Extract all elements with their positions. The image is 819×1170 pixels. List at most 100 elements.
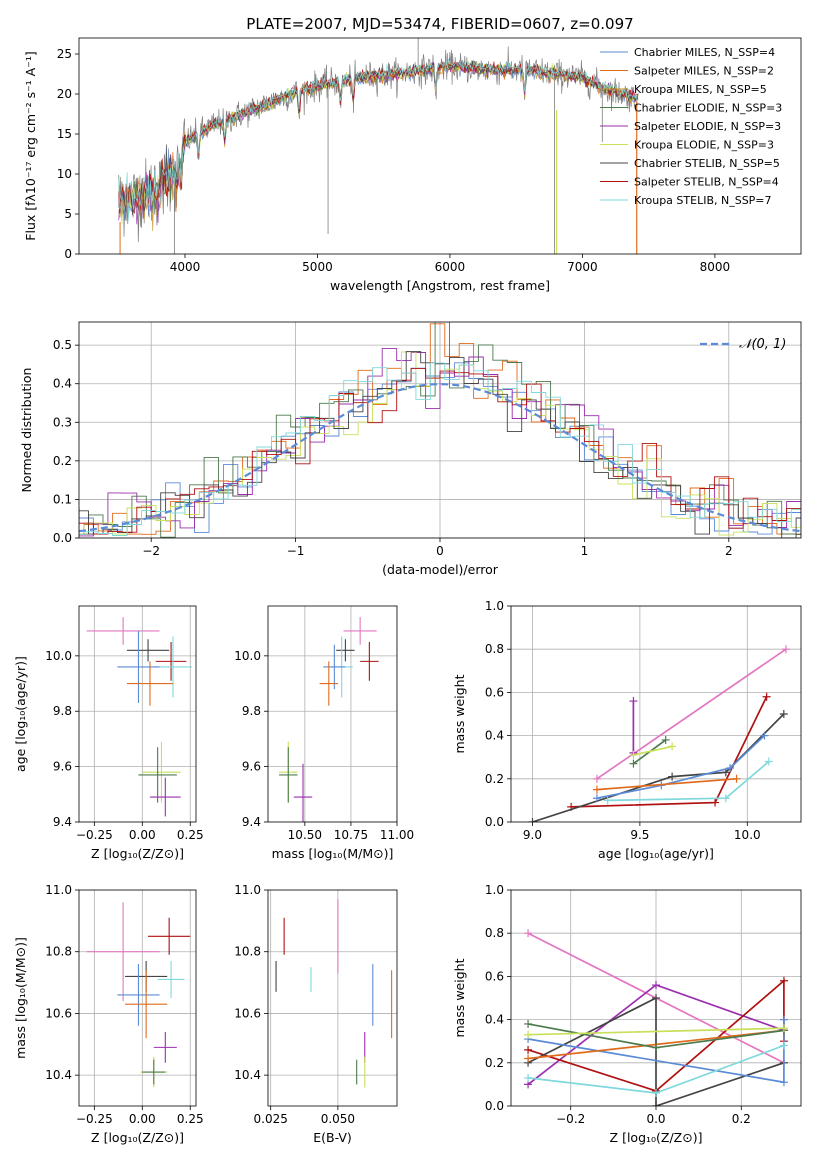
y-tick-label: 10.4: [45, 1068, 72, 1082]
x-tick-label: 1: [581, 544, 589, 558]
weight-marker: [592, 794, 601, 803]
weight-line: [596, 734, 766, 800]
y-tick-label: 10.6: [234, 1006, 261, 1020]
y-tick-label: 9.6: [242, 760, 261, 774]
weight-marker: [524, 1054, 533, 1063]
model-spectrum-kroupa-stelib: [118, 58, 639, 221]
x-tick-label: −0.25: [76, 828, 113, 842]
y-tick-label: 10.6: [45, 1006, 72, 1020]
panel-mass_vs_Z: −0.25 0.00 0.25 10.4 10.6 10.8 11.0 Z [log₁₀(Z/…: [13, 883, 204, 1145]
y-axis-label: age [log₁₀(age/yr)]: [13, 656, 28, 772]
y-tick-label: 0.4: [53, 377, 72, 391]
weight-marker: [524, 1073, 533, 1082]
y-tick-label: 0.8: [485, 926, 504, 940]
y-tick-label: 9.4: [53, 815, 72, 829]
x-tick-label: 9.0: [523, 828, 542, 842]
legend-entry: Chabrier STELIB, N_SSP=5: [634, 157, 780, 170]
x-tick-label: 0.00: [129, 1112, 156, 1126]
weight-marker: [652, 1089, 660, 1098]
x-tick-label: 10.75: [334, 828, 368, 842]
x-tick-label: 10.0: [734, 828, 761, 842]
x-tick-label: 0.050: [321, 1112, 355, 1126]
panel-spectrum: 4000 5000 6000 7000 8000 0 5 10 15 20 25 wavelength…: [23, 15, 802, 293]
x-tick-label: 0.2: [732, 1112, 751, 1126]
plot-area: [79, 606, 196, 822]
y-tick-label: 0.8: [485, 642, 504, 656]
weight-marker: [524, 1030, 533, 1039]
x-axis-label: wavelength [Angstrom, rest frame]: [330, 278, 550, 293]
x-tick-label: 2: [725, 544, 733, 558]
x-tick-label: −0.25: [76, 1112, 113, 1126]
y-tick-label: 11.0: [234, 883, 261, 897]
weight-marker: [524, 1019, 533, 1028]
x-tick-label: −2: [142, 544, 160, 558]
x-tick-label: 0.0: [646, 1112, 665, 1126]
x-tick-label: 11.00: [380, 828, 414, 842]
y-tick-label: 0.4: [485, 729, 504, 743]
x-axis-label: (data-model)/error: [382, 562, 499, 577]
plot-area: [268, 606, 397, 822]
legend-entry: Chabrier ELODIE, N_SSP=3: [634, 102, 782, 115]
y-tick-label: 0.4: [485, 1013, 504, 1027]
y-tick-label: 0.6: [485, 685, 504, 699]
y-tick-label: 15: [57, 127, 72, 141]
axes-frame: [78, 605, 197, 823]
weight-marker: [661, 735, 670, 744]
weight-line: [596, 648, 787, 780]
axes-frame: [267, 889, 398, 1107]
y-tick-label: 0.2: [53, 454, 72, 468]
x-axis-label: mass [log₁₀(M/M⊙)]: [272, 846, 394, 861]
y-tick-label: 1.0: [485, 599, 504, 613]
axes-frame: [267, 605, 398, 823]
histogram-kroupa-elodie: [79, 351, 801, 536]
y-tick-label: 5: [64, 207, 72, 221]
histogram-salpeter-stelib: [79, 367, 801, 535]
weight-line: [596, 777, 737, 791]
y-tick-label: 9.8: [53, 704, 72, 718]
weight-marker: [726, 764, 735, 772]
weight-marker: [779, 1078, 788, 1087]
panel-weight_vs_Z: −0.2 0.0 0.2 0.0 0.2 0.4 0.6 0.8 1.0 Z [log₁₀(Z/Z…: [452, 883, 802, 1145]
y-tick-label: 0.1: [53, 492, 72, 506]
legend-entry: Salpeter STELIB, N_SSP=4: [634, 176, 779, 189]
plot-area: [79, 890, 196, 1106]
weight-marker: [721, 794, 730, 803]
weight-line: [607, 760, 770, 802]
weight-marker: [781, 645, 790, 654]
histogram-kroupa-stelib: [79, 362, 801, 536]
panel-mass_vs_ebv: 0.025 0.050 10.4 10.6 10.8 11.0 E(B-V): [234, 883, 398, 1145]
y-tick-label: 11.0: [45, 883, 72, 897]
legend: Chabrier MILES, N_SSP=4 Salpeter MILES, N…: [600, 46, 782, 207]
x-tick-label: 5000: [302, 260, 333, 274]
x-tick-label: 7000: [567, 260, 598, 274]
y-tick-label: 0.5: [53, 338, 72, 352]
plot-area: [79, 322, 801, 538]
x-tick-label: 0.25: [177, 828, 204, 842]
weight-marker: [779, 1041, 788, 1050]
weight-marker: [711, 798, 720, 807]
weight-marker: [779, 976, 788, 985]
weight-marker: [603, 796, 612, 805]
plot-area: [511, 890, 801, 1106]
x-tick-label: 8000: [700, 260, 731, 274]
weight-marker: [779, 1024, 788, 1033]
histogram-chabrier-stelib: [79, 351, 801, 538]
y-tick-label: 9.8: [242, 704, 261, 718]
y-axis-label: Flux [fλ10⁻¹⁷ erg cm⁻² s⁻¹ A⁻¹]: [23, 51, 38, 240]
y-tick-label: 0.3: [53, 415, 72, 429]
weight-marker: [528, 818, 537, 822]
x-tick-label: −1: [287, 544, 305, 558]
weight-marker: [629, 751, 638, 760]
y-axis-label: mass weight: [452, 958, 467, 1037]
weight-marker: [760, 731, 769, 740]
weight-marker: [652, 1102, 660, 1106]
legend-entry: Kroupa MILES, N_SSP=5: [634, 83, 767, 96]
plot-area: [268, 890, 397, 1106]
y-tick-label: 0.0: [53, 531, 72, 545]
y-tick-label: 1.0: [485, 883, 504, 897]
weight-marker: [668, 772, 677, 781]
axes-frame: [78, 889, 197, 1107]
x-tick-label: −0.2: [556, 1112, 585, 1126]
axes-frame: [510, 605, 802, 823]
